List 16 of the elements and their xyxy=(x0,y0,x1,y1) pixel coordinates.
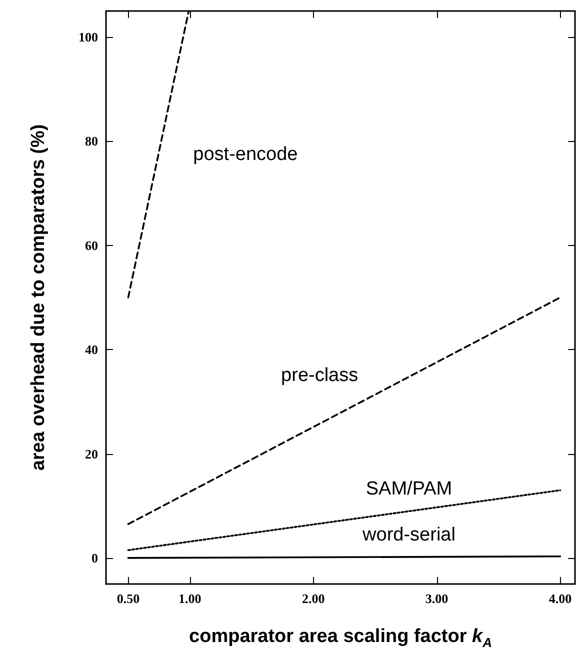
y-axis-title: area overhead due to comparators (%) xyxy=(28,124,49,471)
x-tick-label: 2.00 xyxy=(302,591,325,606)
series-label: post-encode xyxy=(193,144,298,165)
series-label: word-serial xyxy=(362,524,456,546)
series-label: SAM/PAM xyxy=(366,478,452,500)
y-tick-label: 20 xyxy=(85,446,98,462)
x-tick-label: 0.50 xyxy=(116,591,140,606)
x-tick-label: 4.00 xyxy=(548,591,572,606)
y-tick-label: 100 xyxy=(78,30,98,45)
series-label: pre-class xyxy=(281,365,358,386)
y-tick-label: 60 xyxy=(85,238,98,253)
x-tick-label: 1.00 xyxy=(178,591,202,606)
y-tick-label: 40 xyxy=(85,342,98,358)
y-tick-label: 0 xyxy=(92,550,98,566)
x-tick-label: 3.00 xyxy=(425,591,448,606)
y-tick-label: 80 xyxy=(85,134,98,149)
